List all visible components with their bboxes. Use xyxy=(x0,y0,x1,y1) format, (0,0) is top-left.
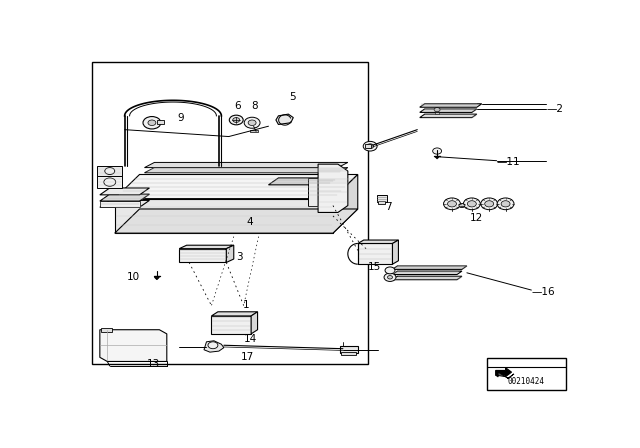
Text: 9: 9 xyxy=(178,112,184,123)
Circle shape xyxy=(497,198,514,210)
Polygon shape xyxy=(227,245,234,263)
Text: 5: 5 xyxy=(289,92,296,102)
Polygon shape xyxy=(154,277,159,280)
Circle shape xyxy=(434,108,440,112)
Circle shape xyxy=(364,142,377,151)
Circle shape xyxy=(433,148,442,154)
Circle shape xyxy=(248,120,256,125)
Circle shape xyxy=(384,273,396,281)
Polygon shape xyxy=(179,249,227,263)
Circle shape xyxy=(388,276,392,279)
Polygon shape xyxy=(100,330,167,362)
Bar xyxy=(378,201,385,204)
Circle shape xyxy=(484,201,493,207)
Polygon shape xyxy=(318,164,348,212)
Circle shape xyxy=(501,201,510,207)
Circle shape xyxy=(481,198,498,210)
Circle shape xyxy=(105,168,115,174)
Text: —11: —11 xyxy=(497,157,520,168)
Text: 17: 17 xyxy=(241,352,255,362)
Text: 7: 7 xyxy=(385,202,392,211)
Text: 14: 14 xyxy=(244,334,257,345)
Text: 1: 1 xyxy=(243,300,250,310)
Text: —16: —16 xyxy=(531,287,555,297)
Polygon shape xyxy=(420,114,477,117)
Polygon shape xyxy=(276,114,293,125)
Text: 12: 12 xyxy=(470,213,483,223)
Polygon shape xyxy=(269,178,338,185)
Circle shape xyxy=(148,120,156,125)
Polygon shape xyxy=(211,316,251,334)
Circle shape xyxy=(367,144,374,149)
Text: —2: —2 xyxy=(547,104,563,114)
Polygon shape xyxy=(145,163,348,168)
Bar xyxy=(341,352,356,355)
Polygon shape xyxy=(97,176,122,188)
Bar xyxy=(435,112,439,114)
Circle shape xyxy=(229,115,243,125)
Circle shape xyxy=(385,267,395,274)
Bar xyxy=(101,328,112,332)
Circle shape xyxy=(444,198,460,210)
Polygon shape xyxy=(495,368,511,377)
Bar xyxy=(157,121,164,125)
Polygon shape xyxy=(204,341,224,352)
Bar xyxy=(92,62,368,364)
Polygon shape xyxy=(179,245,234,249)
Polygon shape xyxy=(358,244,392,264)
Bar xyxy=(486,358,566,390)
Circle shape xyxy=(208,342,218,349)
Polygon shape xyxy=(100,200,150,207)
Bar xyxy=(340,345,358,353)
Polygon shape xyxy=(100,188,150,195)
Bar xyxy=(376,194,387,202)
Bar xyxy=(250,130,258,133)
Circle shape xyxy=(104,178,116,186)
Text: 10: 10 xyxy=(127,272,140,282)
Polygon shape xyxy=(392,266,467,269)
Polygon shape xyxy=(392,240,399,264)
Bar xyxy=(100,201,140,207)
Circle shape xyxy=(463,198,480,210)
Circle shape xyxy=(233,117,240,122)
Polygon shape xyxy=(333,174,358,233)
Circle shape xyxy=(244,117,260,128)
Text: 15: 15 xyxy=(367,262,381,272)
Polygon shape xyxy=(308,178,338,206)
Polygon shape xyxy=(145,168,348,173)
Circle shape xyxy=(459,203,465,207)
Polygon shape xyxy=(358,240,399,244)
Polygon shape xyxy=(420,104,482,107)
Polygon shape xyxy=(392,276,462,280)
Text: 8: 8 xyxy=(251,101,258,111)
Circle shape xyxy=(143,116,161,129)
Text: 00210424: 00210424 xyxy=(508,377,545,386)
Polygon shape xyxy=(115,174,358,198)
Polygon shape xyxy=(392,271,462,275)
Circle shape xyxy=(467,201,476,207)
Circle shape xyxy=(447,201,456,207)
Text: 3: 3 xyxy=(236,252,243,262)
Polygon shape xyxy=(435,156,440,159)
Text: 6: 6 xyxy=(234,101,241,111)
Bar xyxy=(365,144,371,148)
Polygon shape xyxy=(211,312,257,316)
Text: 13: 13 xyxy=(147,358,160,369)
Polygon shape xyxy=(251,312,257,334)
Polygon shape xyxy=(420,109,477,112)
Text: 4: 4 xyxy=(246,217,253,227)
Polygon shape xyxy=(115,209,358,233)
Polygon shape xyxy=(495,372,514,379)
Polygon shape xyxy=(97,166,122,176)
Polygon shape xyxy=(100,194,150,201)
Polygon shape xyxy=(115,198,333,233)
